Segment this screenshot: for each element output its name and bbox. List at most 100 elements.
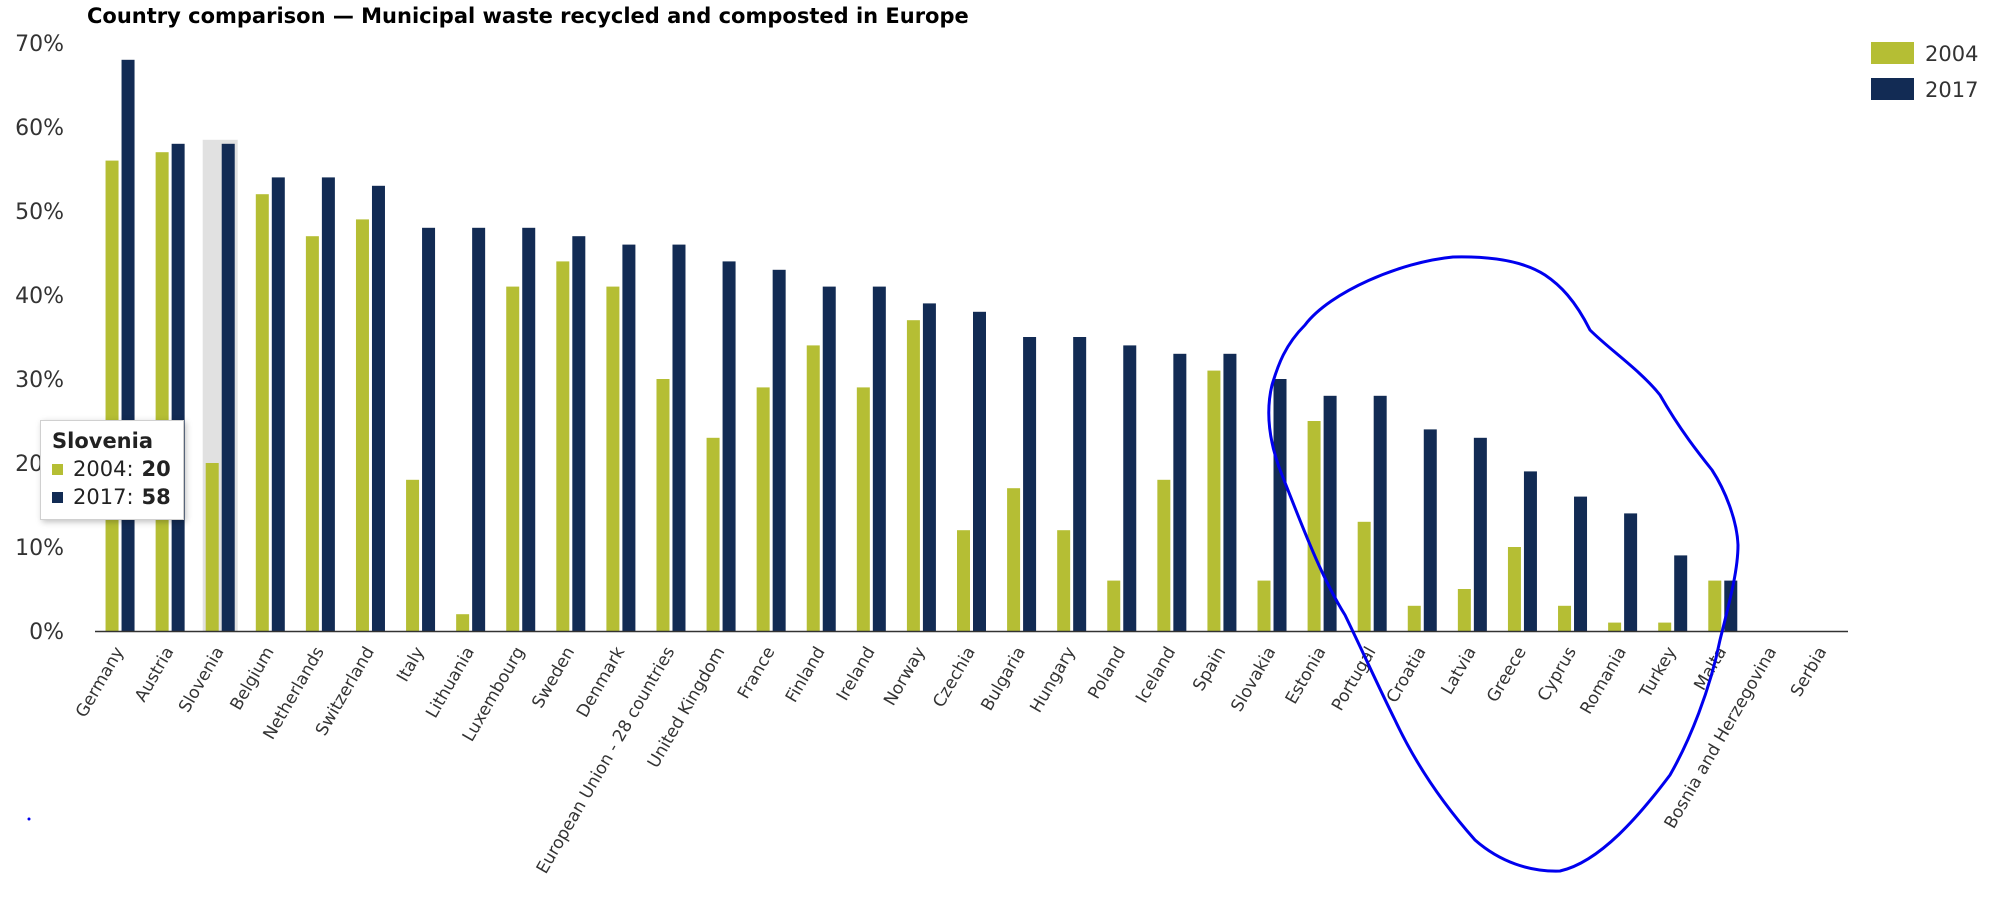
bar-estonia-2017[interactable]: [1323, 395, 1337, 631]
bar-croatia-2004[interactable]: [1407, 605, 1421, 631]
bar-slovakia-2017[interactable]: [1273, 379, 1287, 631]
bar-cyprus-2004[interactable]: [1558, 605, 1572, 631]
tooltip-row-2004: 2004: 20: [52, 457, 171, 481]
y-tick-label: 60%: [15, 116, 64, 141]
bar-hungary-2017[interactable]: [1073, 337, 1087, 631]
bar-switzerland-2004[interactable]: [355, 219, 369, 631]
legend-label-2004[interactable]: 2004: [1925, 42, 1978, 66]
x-tick-label: Portugal: [1328, 644, 1381, 715]
x-tick-label: Iceland: [1132, 644, 1180, 707]
bar-greece-2017[interactable]: [1523, 471, 1537, 631]
bar-austria-2004[interactable]: [155, 152, 169, 631]
bar-greece-2004[interactable]: [1507, 547, 1521, 631]
bar-malta-2017[interactable]: [1724, 580, 1738, 631]
bar-slovenia-2017[interactable]: [221, 143, 235, 632]
x-tick-label: Latvia: [1437, 644, 1480, 699]
bar-lithuania-2017[interactable]: [472, 227, 486, 632]
bar-sweden-2017[interactable]: [572, 236, 586, 631]
bar-romania-2004[interactable]: [1608, 622, 1622, 631]
x-tick-label: Italy: [393, 644, 429, 686]
bar-denmark-2017[interactable]: [622, 244, 636, 631]
tooltip-value-2004: 20: [141, 457, 171, 481]
bar-austria-2017[interactable]: [171, 143, 185, 632]
y-tick-label: 30%: [15, 368, 64, 393]
bar-ireland-2004[interactable]: [856, 387, 870, 631]
bar-france-2004[interactable]: [756, 387, 770, 631]
bar-italy-2004[interactable]: [406, 479, 420, 631]
x-tick-label: Serbia: [1787, 644, 1831, 701]
bar-switzerland-2017[interactable]: [371, 185, 385, 632]
bar-european-union-28-countries-2017[interactable]: [672, 244, 686, 631]
legend[interactable]: 2004 2017: [1871, 42, 1978, 102]
bar-norway-2004[interactable]: [906, 320, 920, 631]
bar-italy-2017[interactable]: [422, 227, 436, 632]
bar-bulgaria-2004[interactable]: [1007, 488, 1021, 631]
bar-cyprus-2017[interactable]: [1574, 496, 1588, 631]
y-axis: 0%10%20%30%40%50%60%70%: [15, 32, 64, 645]
bar-luxembourg-2004[interactable]: [506, 286, 520, 631]
legend-label-2017[interactable]: 2017: [1925, 78, 1978, 102]
x-tick-label: Poland: [1084, 644, 1130, 703]
bar-turkey-2017[interactable]: [1674, 555, 1688, 631]
x-tick-label: Denmark: [573, 643, 629, 721]
x-tick-label: Norway: [880, 644, 930, 710]
x-tick-label: Bosnia and Herzegovina: [1661, 644, 1782, 833]
bar-croatia-2017[interactable]: [1423, 429, 1437, 631]
x-axis: Germany AustriaSloveniaBelgiumNetherlands…: [72, 643, 1831, 877]
bar-hungary-2004[interactable]: [1057, 530, 1071, 631]
bar-european-union-28-countries-2004[interactable]: [656, 379, 670, 631]
bar-ireland-2017[interactable]: [872, 286, 886, 631]
bar-spain-2004[interactable]: [1207, 370, 1221, 631]
bar-sweden-2004[interactable]: [556, 261, 570, 631]
bar-turkey-2004[interactable]: [1658, 622, 1672, 631]
bar-belgium-2017[interactable]: [271, 177, 285, 631]
bar-germany-2004[interactable]: [105, 160, 119, 631]
tooltip-title: Slovenia: [52, 429, 154, 453]
bar-netherlands-2004[interactable]: [305, 236, 319, 631]
bar-belgium-2004[interactable]: [255, 194, 269, 631]
bar-spain-2017[interactable]: [1223, 353, 1237, 631]
bar-slovakia-2004[interactable]: [1257, 580, 1271, 631]
bar-latvia-2017[interactable]: [1473, 437, 1487, 631]
bar-germany-2017[interactable]: [121, 59, 135, 632]
y-tick-label: 50%: [15, 200, 64, 225]
x-tick-label: Estonia: [1282, 644, 1331, 708]
x-tick-label: Germany: [72, 644, 128, 722]
bar-norway-2017[interactable]: [922, 303, 936, 631]
legend-swatch-2017[interactable]: [1871, 78, 1914, 100]
bar-lithuania-2004[interactable]: [456, 614, 470, 631]
x-tick-label: Malta: [1690, 644, 1731, 695]
annotation-dot: [27, 817, 31, 821]
x-tick-label: Bulgaria: [977, 644, 1030, 715]
x-tick-label: France: [734, 644, 780, 703]
bar-portugal-2017[interactable]: [1373, 395, 1387, 631]
bar-luxembourg-2017[interactable]: [522, 227, 536, 632]
bar-iceland-2004[interactable]: [1157, 479, 1171, 631]
bar-finland-2004[interactable]: [806, 345, 820, 631]
bar-bulgaria-2017[interactable]: [1023, 337, 1037, 631]
bar-netherlands-2017[interactable]: [321, 177, 335, 631]
bar-united-kingdom-2004[interactable]: [706, 437, 720, 631]
bar-iceland-2017[interactable]: [1173, 353, 1187, 631]
bar-poland-2004[interactable]: [1107, 580, 1121, 631]
bar-finland-2017[interactable]: [822, 286, 836, 631]
bar-romania-2017[interactable]: [1624, 513, 1638, 631]
bar-latvia-2004[interactable]: [1457, 589, 1471, 631]
legend-swatch-2004[interactable]: [1871, 42, 1914, 64]
bar-czechia-2004[interactable]: [957, 530, 970, 631]
bar-estonia-2004[interactable]: [1307, 421, 1321, 631]
bar-portugal-2004[interactable]: [1357, 521, 1371, 631]
tooltip-label-2004: 2004:: [73, 457, 134, 481]
hand-drawn-annotation-circle: [1267, 255, 1740, 873]
bar-france-2017[interactable]: [772, 269, 786, 631]
bar-slovenia-2004[interactable]: [205, 463, 219, 631]
tooltip: Slovenia 2004: 20 2017: 58: [40, 420, 184, 520]
x-tick-label: Greece: [1483, 644, 1531, 706]
bar-united-kingdom-2017[interactable]: [722, 261, 736, 631]
bar-poland-2017[interactable]: [1123, 345, 1137, 631]
bar-malta-2004[interactable]: [1708, 580, 1722, 631]
bar-denmark-2004[interactable]: [606, 286, 620, 631]
tooltip-swatch-2017: [52, 491, 63, 503]
bar-czechia-2017[interactable]: [973, 311, 986, 631]
